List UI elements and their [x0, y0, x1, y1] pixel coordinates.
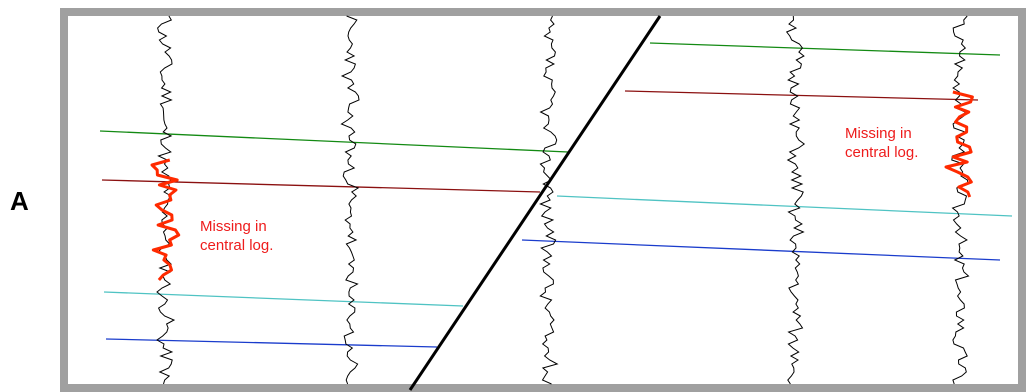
- panel-label: A: [10, 186, 29, 216]
- log-1-missing-section: [150, 158, 181, 281]
- missing-annotation-right-line-2: central log.: [845, 144, 918, 161]
- fault-line: [408, 15, 662, 391]
- log-5-missing-section: [944, 90, 974, 198]
- log-4-trace: [785, 15, 806, 385]
- horizon-blue-segment-left: [105, 338, 438, 348]
- horizon-darkred-segment-right: [624, 90, 979, 101]
- horizon-green-segment-right: [649, 42, 1001, 56]
- log-3-trace: [539, 15, 559, 385]
- missing-annotation-right-line-1: Missing in: [845, 125, 912, 142]
- horizon-blue-segment-right: [521, 239, 1001, 261]
- horizon-lines: [99, 42, 1013, 348]
- horizon-cyan-segment-right: [556, 195, 1013, 217]
- horizon-cyan-segment-left: [103, 291, 464, 307]
- diagram-frame: [60, 8, 1026, 392]
- well-logs: [150, 15, 974, 385]
- missing-annotation-left-line-2: central log.: [200, 237, 273, 254]
- log-5-trace: [951, 15, 970, 385]
- missing-annotation-left-line-1: Missing in: [200, 218, 267, 235]
- horizon-green-segment-left: [99, 130, 569, 153]
- log-2-trace: [340, 15, 360, 385]
